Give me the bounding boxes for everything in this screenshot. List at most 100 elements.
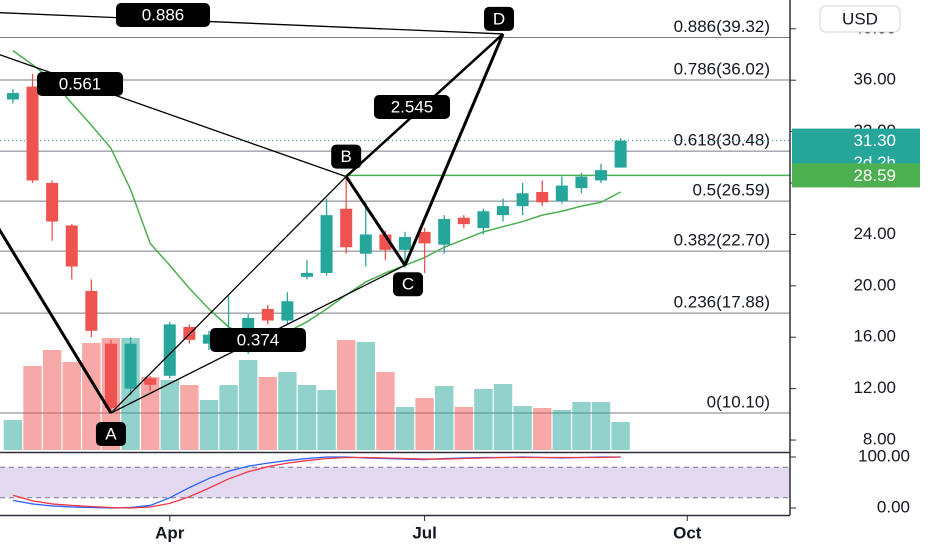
y-tick-label: 16.00 [853, 327, 896, 346]
candle-body [477, 211, 490, 228]
oscillator-pane [0, 456, 790, 509]
candle-body [418, 231, 431, 244]
candle-body [85, 290, 98, 331]
volume-bar [415, 398, 434, 450]
volume-bar [376, 372, 395, 450]
fib-label: 0.382(22.70) [674, 231, 770, 250]
candle-body [575, 176, 588, 189]
pattern-ratio-box [116, 3, 210, 27]
pattern-point-label-box [484, 6, 515, 31]
pattern-point-label: D [493, 9, 505, 28]
candle-body [536, 192, 549, 203]
fib-label: 0.786(36.02) [674, 59, 770, 78]
volume-bar [238, 360, 258, 450]
pattern-leg [110, 176, 347, 414]
pattern-ratio: 2.545 [391, 97, 434, 116]
candle-body [261, 308, 274, 321]
x-tick-label: Jul [412, 523, 437, 542]
pattern-leg [403, 33, 505, 266]
volume-bar [199, 400, 219, 450]
candle-body [359, 234, 372, 254]
candle-body [46, 183, 59, 222]
candle-body [595, 170, 608, 181]
candle-body [516, 193, 529, 207]
y-tick-label: 36.00 [853, 70, 896, 89]
pattern-point-label: C [402, 275, 414, 294]
currency-label: USD [842, 9, 878, 28]
volume-bar [42, 350, 62, 450]
pattern-ratio-box [210, 328, 306, 352]
pattern-point-label: A [105, 425, 117, 444]
pattern-point-label-box [392, 272, 423, 297]
pattern-point-label: B [341, 147, 352, 166]
pattern-ratio-box [37, 72, 123, 96]
pattern-leg [0, 227, 113, 414]
volume-bar [395, 407, 415, 450]
x-tick-label: Apr [155, 523, 185, 542]
volume-bar [474, 389, 493, 450]
candle-body [202, 334, 215, 344]
volume-bar [180, 385, 199, 450]
moving-average [12, 50, 621, 341]
candle-body [124, 343, 137, 389]
oscillator-line [12, 456, 621, 509]
currency-button[interactable] [819, 5, 901, 33]
level-price-label: 28.59 [853, 166, 896, 185]
volume-bar [611, 422, 630, 450]
volume-bar [336, 340, 356, 450]
volume-bar [317, 390, 336, 450]
y-tick-label: 12.00 [853, 378, 896, 397]
volume-bar [434, 386, 454, 450]
volume-bar [493, 384, 513, 450]
candle-body [555, 185, 568, 202]
volume-bar [533, 408, 552, 450]
fib-label: 0.5(26.59) [693, 181, 771, 200]
candle-body [438, 218, 451, 245]
oscillator-band [0, 467, 790, 498]
pattern-ratio: 0.374 [237, 330, 280, 349]
fib-label: 0(10.10) [707, 393, 770, 412]
y-tick-label: 24.00 [853, 224, 896, 243]
candle-body [398, 236, 411, 250]
candle-body [163, 324, 176, 376]
y-tick-label: 8.00 [863, 430, 896, 449]
volume-bar [454, 407, 474, 450]
candle-body [300, 272, 313, 277]
pattern-point-label-box [95, 422, 126, 447]
candle-body [144, 378, 157, 385]
pattern-ratio-box [374, 95, 450, 119]
volume-bar [513, 406, 532, 450]
main-pane: 0.886(39.32) 0.786(36.02) 0.618(30.48) 0.5(… [0, 12, 790, 450]
candle-body [6, 93, 19, 100]
volume-bar [3, 420, 23, 450]
candle-body [26, 86, 39, 181]
volume-bar [219, 385, 238, 450]
candle-body [340, 208, 353, 248]
fib-label: 0.618(30.48) [674, 131, 770, 150]
fib-label: 0.886(39.32) [674, 17, 770, 36]
candle-body [281, 301, 294, 321]
candle-body [497, 206, 510, 216]
pattern-leg [344, 175, 407, 267]
last-price-label: 31.30 [853, 131, 896, 150]
pattern-point-label-box [331, 144, 362, 169]
candle-body [614, 140, 627, 168]
volume-bar [356, 342, 376, 450]
volume-bar [82, 343, 101, 450]
volume-bar [572, 402, 591, 450]
candle-body [320, 215, 333, 273]
candle-body [65, 225, 78, 267]
level-price-badge [792, 163, 920, 188]
y-tick-label: 20.00 [853, 275, 896, 294]
volume-bar [297, 385, 317, 450]
volume-bar [258, 377, 277, 450]
volume-bar [62, 362, 81, 450]
x-tick-label: Oct [673, 523, 702, 542]
fib-label: 0.236(17.88) [674, 293, 770, 312]
candle-body [104, 343, 117, 408]
volume-bar [23, 366, 42, 450]
candle-body [457, 217, 470, 225]
volume-bar [278, 372, 297, 450]
